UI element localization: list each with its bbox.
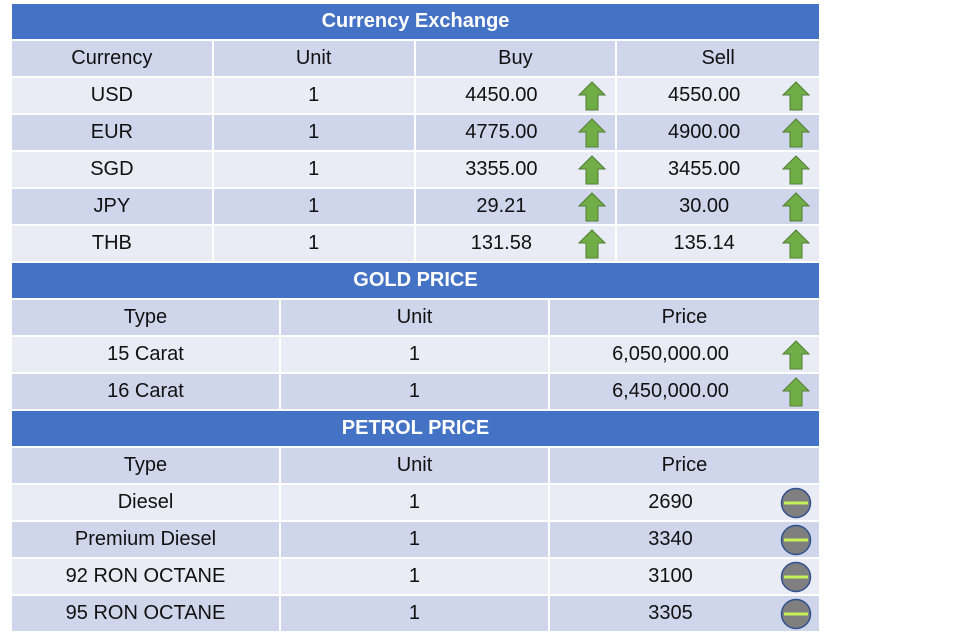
no-change-icon	[773, 522, 819, 557]
currency-header-sell: Sell	[701, 47, 735, 69]
currency-header-buy: Buy	[416, 41, 618, 76]
up-arrow-icon	[773, 226, 819, 261]
currency-buy: 4775.00	[465, 121, 538, 143]
petrol-row: Diesel 1 2690	[12, 485, 819, 522]
currency-buy: 3355.00	[465, 158, 538, 180]
petrol-type: 92 RON OCTANE	[12, 559, 281, 594]
gold-price-cell: 6,450,000.00	[550, 374, 819, 409]
gold-header-row: Type Unit Price	[12, 300, 819, 337]
currency-buy-cell: 131.58	[416, 226, 618, 261]
no-change-icon	[773, 485, 819, 520]
currency-buy: 29.21	[476, 195, 527, 217]
petrol-price: 3340	[648, 528, 693, 550]
currency-code: JPY	[12, 189, 214, 224]
currency-buy: 4450.00	[465, 84, 538, 106]
up-arrow-icon	[569, 226, 615, 261]
currency-sell: 30.00	[679, 195, 730, 217]
currency-buy-cell: 4450.00	[416, 78, 618, 113]
gold-price-title: GOLD PRICE	[12, 263, 819, 300]
gold-unit: 1	[281, 374, 550, 409]
currency-unit: 1	[214, 78, 416, 113]
currency-sell-cell: 30.00	[617, 189, 819, 224]
petrol-header-type: Type	[12, 448, 281, 483]
petrol-unit: 1	[281, 485, 550, 520]
currency-code: EUR	[12, 115, 214, 150]
currency-code: THB	[12, 226, 214, 261]
up-arrow-icon	[773, 337, 819, 372]
currency-row: JPY 1 29.21 30.00	[12, 189, 819, 226]
currency-row: USD 1 4450.00 4550.00	[12, 78, 819, 115]
petrol-price: 3100	[648, 565, 693, 587]
gold-row: 15 Carat 1 6,050,000.00	[12, 337, 819, 374]
currency-code: SGD	[12, 152, 214, 187]
price-board: Currency Exchange Currency Unit Buy Sell…	[12, 4, 819, 633]
currency-sell: 4900.00	[667, 121, 741, 143]
gold-header-unit: Unit	[281, 300, 550, 335]
gold-price: 6,450,000.00	[612, 380, 729, 402]
currency-unit: 1	[214, 115, 416, 150]
gold-header-type: Type	[12, 300, 281, 335]
currency-sell-cell: 4550.00	[617, 78, 819, 113]
currency-unit: 1	[214, 226, 416, 261]
gold-type: 16 Carat	[12, 374, 281, 409]
currency-exchange-title: Currency Exchange	[12, 4, 819, 41]
gold-header-price: Price	[661, 306, 708, 328]
gold-price: 6,050,000.00	[612, 343, 729, 365]
currency-unit: 1	[214, 189, 416, 224]
currency-sell-cell: 3455.00	[617, 152, 819, 187]
up-arrow-icon	[773, 152, 819, 187]
currency-buy-cell: 29.21	[416, 189, 618, 224]
currency-buy-cell: 3355.00	[416, 152, 618, 187]
currency-row: EUR 1 4775.00 4900.00	[12, 115, 819, 152]
petrol-price-cell: 3100	[550, 559, 819, 594]
petrol-price-cell: 3340	[550, 522, 819, 557]
currency-sell: 4550.00	[667, 84, 741, 106]
currency-buy-cell: 4775.00	[416, 115, 618, 150]
petrol-type: 95 RON OCTANE	[12, 596, 281, 631]
currency-unit: 1	[214, 152, 416, 187]
currency-row: SGD 1 3355.00 3455.00	[12, 152, 819, 189]
currency-buy: 131.58	[470, 232, 532, 254]
currency-code: USD	[12, 78, 214, 113]
petrol-row: 95 RON OCTANE 1 3305	[12, 596, 819, 633]
petrol-type: Premium Diesel	[12, 522, 281, 557]
currency-row: THB 1 131.58 135.14	[12, 226, 819, 263]
gold-unit: 1	[281, 337, 550, 372]
currency-sell: 135.14	[673, 232, 735, 254]
petrol-header-row: Type Unit Price	[12, 448, 819, 485]
up-arrow-icon	[773, 374, 819, 409]
petrol-unit: 1	[281, 559, 550, 594]
gold-type: 15 Carat	[12, 337, 281, 372]
petrol-price: 3305	[648, 602, 693, 624]
petrol-price: 2690	[648, 491, 693, 513]
petrol-unit: 1	[281, 522, 550, 557]
gold-row: 16 Carat 1 6,450,000.00	[12, 374, 819, 411]
gold-price-cell: 6,050,000.00	[550, 337, 819, 372]
up-arrow-icon	[569, 152, 615, 187]
currency-header-unit: Unit	[214, 41, 416, 76]
currency-sell-cell: 135.14	[617, 226, 819, 261]
petrol-type: Diesel	[12, 485, 281, 520]
currency-header-currency: Currency	[12, 41, 214, 76]
petrol-header-price: Price	[661, 454, 708, 476]
up-arrow-icon	[773, 115, 819, 150]
up-arrow-icon	[773, 189, 819, 224]
up-arrow-icon	[569, 78, 615, 113]
petrol-price-cell: 2690	[550, 485, 819, 520]
petrol-unit: 1	[281, 596, 550, 631]
up-arrow-icon	[773, 78, 819, 113]
currency-sell-cell: 4900.00	[617, 115, 819, 150]
petrol-price-title: PETROL PRICE	[12, 411, 819, 448]
no-change-icon	[773, 596, 819, 631]
up-arrow-icon	[569, 189, 615, 224]
petrol-price-cell: 3305	[550, 596, 819, 631]
petrol-header-unit: Unit	[281, 448, 550, 483]
no-change-icon	[773, 559, 819, 594]
currency-header-row: Currency Unit Buy Sell	[12, 41, 819, 78]
petrol-row: 92 RON OCTANE 1 3100	[12, 559, 819, 596]
up-arrow-icon	[569, 115, 615, 150]
currency-sell: 3455.00	[667, 158, 741, 180]
petrol-row: Premium Diesel 1 3340	[12, 522, 819, 559]
